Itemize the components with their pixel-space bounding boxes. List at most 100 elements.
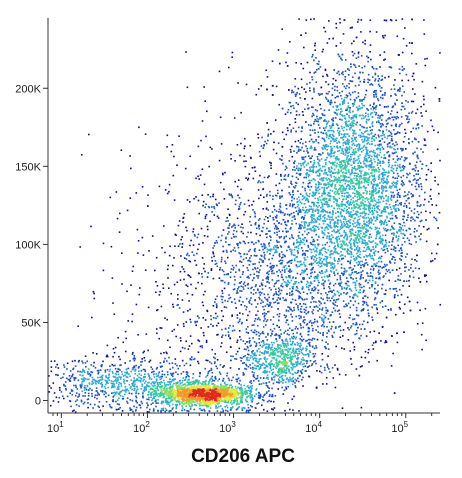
data-point (313, 166, 315, 168)
data-point (274, 301, 277, 303)
data-point (301, 263, 303, 266)
data-point (198, 384, 200, 386)
data-point (302, 67, 305, 70)
data-point (299, 149, 302, 151)
data-point (342, 33, 345, 35)
data-point (331, 297, 333, 299)
data-point (372, 240, 375, 242)
data-point (295, 185, 297, 187)
data-point (351, 144, 354, 146)
data-point (384, 157, 387, 159)
data-point (383, 177, 385, 179)
data-point (296, 205, 299, 208)
data-point (435, 204, 438, 207)
data-point (339, 146, 342, 149)
data-point (367, 60, 369, 63)
data-point (326, 241, 328, 244)
data-point (379, 123, 382, 125)
data-point (383, 19, 386, 22)
data-point (353, 348, 356, 351)
data-point (167, 397, 170, 400)
data-point (371, 169, 373, 172)
data-point (309, 166, 311, 169)
data-point (415, 173, 418, 175)
data-point (355, 294, 357, 296)
data-point (316, 247, 318, 250)
data-point (365, 112, 367, 114)
data-point (329, 180, 332, 183)
data-point (367, 213, 370, 216)
data-point (356, 192, 359, 195)
data-point (373, 217, 375, 219)
data-point (326, 75, 329, 77)
data-point (405, 205, 408, 207)
data-point (316, 217, 319, 219)
data-point (363, 78, 366, 81)
data-point (345, 288, 348, 290)
data-point (375, 89, 377, 92)
data-point (334, 386, 337, 389)
data-point (371, 175, 374, 178)
data-point (331, 216, 333, 218)
data-point (368, 178, 370, 180)
data-point (413, 138, 416, 140)
data-point (395, 290, 398, 293)
data-point (279, 195, 281, 198)
data-point (388, 155, 391, 158)
data-point (195, 379, 197, 382)
data-point (360, 264, 362, 267)
data-point (367, 275, 369, 277)
data-point (363, 178, 365, 180)
data-point (345, 59, 347, 61)
data-point (357, 302, 360, 305)
data-point (384, 190, 387, 192)
data-point (405, 266, 407, 268)
data-point (330, 155, 332, 158)
data-point (378, 190, 380, 193)
data-point (324, 132, 327, 135)
data-point (330, 126, 333, 128)
data-point (386, 178, 388, 180)
data-point (345, 234, 348, 236)
data-point (382, 93, 384, 96)
data-point (338, 55, 341, 58)
data-point (384, 341, 386, 344)
data-point (383, 210, 386, 213)
data-point (267, 139, 269, 142)
data-point (348, 120, 350, 122)
data-point (390, 194, 393, 197)
data-point (348, 114, 350, 117)
data-point (417, 173, 420, 175)
data-point (332, 117, 335, 119)
data-point (415, 166, 417, 169)
data-point (333, 111, 336, 113)
data-point (436, 243, 439, 246)
data-point (316, 63, 319, 65)
data-point (363, 222, 365, 225)
data-point (338, 141, 341, 144)
data-point (424, 64, 427, 67)
data-point (336, 95, 338, 98)
data-point (423, 138, 426, 140)
data-point (353, 225, 355, 228)
data-point (371, 255, 373, 257)
data-point (354, 300, 357, 303)
data-point (357, 233, 359, 236)
data-point (320, 117, 323, 119)
data-point (353, 201, 355, 203)
data-point (391, 164, 394, 167)
data-point (327, 249, 330, 251)
data-point (404, 132, 407, 134)
data-point (342, 164, 344, 167)
data-point (299, 243, 301, 246)
data-point (345, 169, 347, 171)
data-point (310, 147, 313, 149)
data-point (412, 100, 415, 103)
data-point (294, 169, 296, 171)
data-point (380, 180, 383, 183)
data-point (327, 310, 329, 312)
data-point (374, 90, 376, 92)
data-point (309, 129, 311, 131)
data-point (365, 164, 368, 167)
data-point (386, 151, 388, 154)
